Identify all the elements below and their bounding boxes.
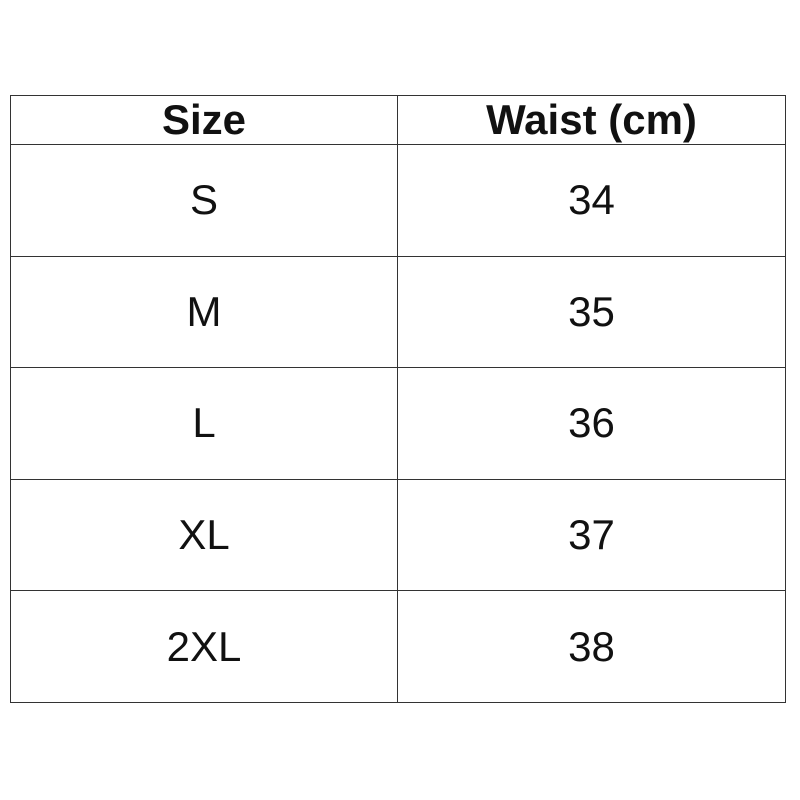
header-cell: Waist (cm) <box>397 95 786 145</box>
table-cell: 2XL <box>10 590 398 703</box>
table-body: S 34 M 35 L 36 XL 37 2XL 38 <box>10 144 786 703</box>
table-cell: S <box>10 144 398 257</box>
table-cell: XL <box>10 478 398 592</box>
table-cell: M <box>10 255 398 369</box>
table-row: 2XL 38 <box>10 590 786 703</box>
table-row: L 36 <box>10 367 786 480</box>
table-cell: 35 <box>397 255 786 369</box>
table-row: S 34 <box>10 144 786 257</box>
table-row: M 35 <box>10 255 786 369</box>
table-row: XL 37 <box>10 478 786 592</box>
size-table: Size Waist (cm) S 34 M 35 L 36 XL 37 2XL 38 <box>10 95 786 703</box>
header-cell: Size <box>10 95 398 145</box>
table-cell: L <box>10 367 398 480</box>
table-cell: 37 <box>397 478 786 592</box>
header-row: Size Waist (cm) <box>10 95 786 145</box>
table-cell: 36 <box>397 367 786 480</box>
table-cell: 34 <box>397 144 786 257</box>
table-cell: 38 <box>397 590 786 703</box>
